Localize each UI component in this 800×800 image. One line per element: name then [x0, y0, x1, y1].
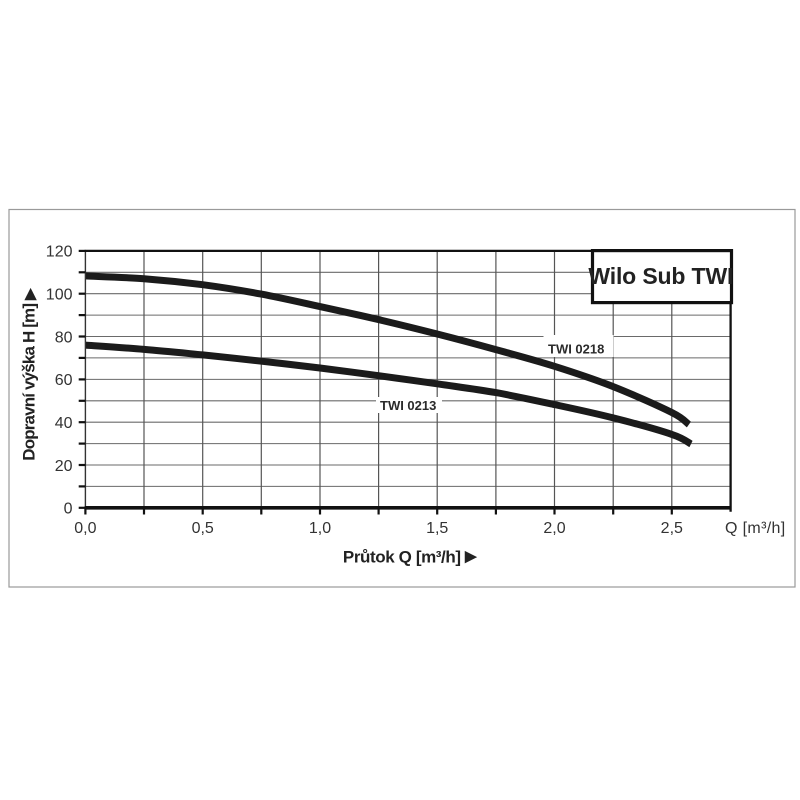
svg-text:100: 100	[46, 287, 73, 304]
svg-text:120: 120	[46, 244, 73, 261]
svg-text:TWI 0218: TWI 0218	[548, 342, 604, 357]
svg-text:0,5: 0,5	[192, 520, 214, 537]
svg-text:2,5: 2,5	[661, 520, 683, 537]
svg-text:Průtok Q [m³/h] ▶: Průtok Q [m³/h] ▶	[343, 548, 478, 567]
svg-text:TWI 0213: TWI 0213	[380, 398, 436, 413]
svg-text:80: 80	[55, 329, 73, 346]
svg-text:20: 20	[55, 458, 73, 475]
svg-text:Dopravní výška H [m] ▶: Dopravní výška H [m] ▶	[20, 287, 39, 461]
svg-text:Wilo Sub TWI: Wilo Sub TWI	[588, 263, 733, 289]
svg-text:Q [m³/h]: Q [m³/h]	[725, 520, 786, 537]
svg-text:0,0: 0,0	[74, 520, 96, 537]
svg-text:0: 0	[64, 501, 73, 518]
svg-text:1,5: 1,5	[426, 520, 448, 537]
svg-text:1,0: 1,0	[309, 520, 331, 537]
svg-text:40: 40	[55, 415, 73, 432]
svg-text:2,0: 2,0	[543, 520, 565, 537]
svg-text:60: 60	[55, 372, 73, 389]
